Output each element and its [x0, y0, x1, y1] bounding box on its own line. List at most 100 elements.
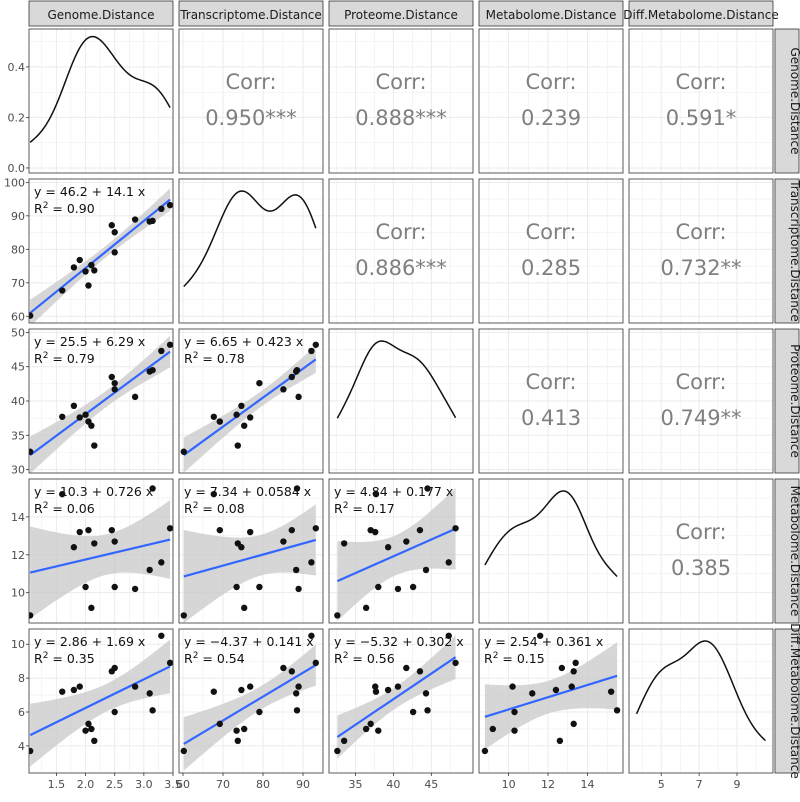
panel-background [629, 629, 773, 773]
panel-1-4 [629, 179, 773, 323]
r-squared-exponent: 2 [343, 651, 349, 661]
data-point [59, 287, 66, 294]
panel-background [479, 179, 623, 323]
data-point [91, 442, 98, 449]
data-point [375, 727, 382, 734]
corr-label: Corr: [225, 70, 276, 94]
corr-label: Corr: [375, 220, 426, 244]
data-point [340, 540, 348, 547]
data-point [70, 402, 78, 409]
panel-border [478, 328, 624, 474]
data-point [210, 413, 217, 420]
r-squared-equals: = [48, 651, 66, 666]
data-point [238, 402, 245, 409]
data-point [247, 414, 254, 421]
regression-line [29, 198, 171, 314]
data-point [280, 386, 287, 393]
panel-0-2 [329, 29, 473, 173]
r-squared-symbol: R [34, 351, 43, 366]
corr-label: Corr: [675, 70, 726, 94]
data-point [108, 373, 115, 381]
y-tick-label: 100 [4, 176, 25, 189]
regression-equation: y = 2.86 + 1.69 x [34, 634, 145, 649]
panel-2-0 [29, 329, 174, 473]
r-squared-equals: = [198, 651, 216, 666]
panel-border [178, 28, 324, 174]
data-point [241, 422, 248, 429]
data-point [108, 526, 115, 534]
data-point [312, 525, 319, 532]
data-point [111, 249, 118, 256]
data-point [256, 379, 263, 387]
data-point [233, 583, 240, 591]
confidence-band [30, 500, 171, 619]
data-point [367, 526, 374, 534]
data-point [108, 222, 115, 229]
regression-line [336, 656, 457, 738]
panel-border [328, 178, 474, 324]
data-point [59, 688, 66, 695]
r-squared-symbol: R [334, 501, 343, 516]
data-point [570, 720, 577, 728]
r-squared-exponent: 2 [43, 351, 49, 361]
data-point [280, 538, 287, 545]
column-strip-label-1: Transcriptome.Distance [179, 8, 322, 22]
r-squared-exponent: 2 [493, 651, 499, 661]
r-squared-value: 0.35 [67, 651, 95, 666]
data-point [308, 347, 315, 355]
corr-value: 0.385 [671, 556, 731, 580]
scatter-panel-4-0 [29, 632, 173, 767]
regression-equation: y = −4.37 + 0.141 x [184, 634, 314, 649]
regression-equation: y = 25.5 + 6.29 x [34, 334, 145, 349]
data-point [312, 659, 319, 667]
data-point [241, 725, 248, 733]
regression-line [336, 527, 457, 583]
data-point [29, 747, 34, 755]
scatter-panel-4-3 [481, 632, 621, 755]
data-point [91, 540, 98, 547]
data-point [452, 525, 459, 532]
data-point [312, 341, 319, 348]
panel-0-1 [179, 29, 324, 173]
data-point [180, 448, 187, 455]
x-tick-label: 35 [349, 778, 363, 791]
row-strip-label-0: Genome.Distance [788, 48, 800, 155]
r-squared-value: 0.08 [217, 501, 245, 516]
r-squared-exponent: 2 [343, 501, 349, 511]
regression-equation: y = 46.2 + 14.1 x [34, 184, 145, 199]
corr-label: Corr: [375, 70, 426, 94]
data-point [82, 268, 89, 275]
r-squared-value: 0.79 [67, 351, 95, 366]
panel-2-4 [629, 329, 773, 473]
data-point [445, 559, 452, 566]
data-point [76, 256, 83, 264]
density-curve-2 [336, 340, 457, 419]
confidence-band [183, 644, 316, 771]
data-point [403, 664, 410, 672]
data-point [70, 686, 78, 694]
row-strip-label-2: Proteome.Distance [788, 344, 800, 458]
r-squared-equals: = [48, 351, 66, 366]
data-point [375, 583, 382, 591]
corr-label: Corr: [675, 370, 726, 394]
data-point [166, 201, 173, 209]
data-point [334, 747, 341, 755]
data-point [149, 485, 156, 492]
data-point [216, 720, 223, 728]
scatter-panel-3-1 [180, 485, 319, 623]
column-strip-4 [628, 0, 774, 27]
row-strip-3 [774, 478, 800, 624]
panel-1-2 [329, 179, 473, 323]
data-point [536, 632, 544, 639]
panel-background [179, 179, 323, 323]
confidence-band [30, 639, 171, 767]
panel-background [329, 29, 473, 173]
r-squared-exponent: 2 [193, 501, 199, 511]
r-squared-value: 0.06 [67, 501, 95, 516]
r-squared-symbol: R [34, 651, 43, 666]
x-tick-label: 80 [256, 778, 270, 791]
regression-equation: y = 7.34 + 0.0584 x [184, 484, 311, 499]
y-tick-label: 80 [11, 243, 25, 256]
r-squared: R2 = 0.79 [34, 351, 95, 366]
r-squared: R2 = 0.06 [34, 501, 95, 516]
